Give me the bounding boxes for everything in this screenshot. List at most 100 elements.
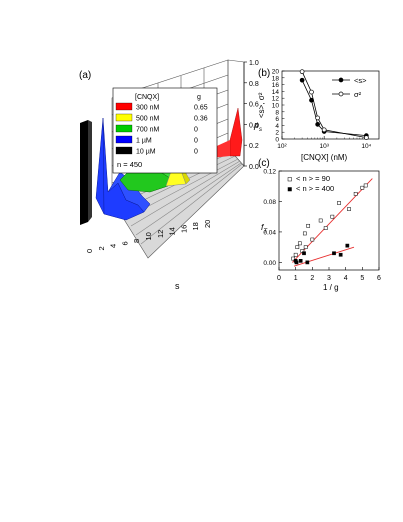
panel-a-legend: [CNQX] g 300 nM 0.65 500 nM 0.36 700 nM 0 1 µM… [112,87,218,174]
y-tick-label: 0.00 [263,260,276,267]
x-tick-label: 6 [377,275,381,282]
legend-label: < n > = 400 [296,184,334,193]
data-point [345,243,350,248]
x-tick-label: 6 [120,241,129,245]
x-tick-label: 4 [109,244,118,248]
z-tick-label: 0.4 [249,122,259,129]
data-point [353,191,358,196]
data-point [302,231,307,236]
x-tick-label: 0 [277,275,281,282]
y-tick-label: 16 [272,82,280,89]
x-tick-label: 10³ [319,143,329,150]
legend-marker [287,187,292,192]
data-point [293,252,298,257]
x-tick-label: 20 [203,220,212,228]
data-point [291,256,296,261]
panel-c-ylabel: fT [261,222,268,235]
y-tick-label: 0 [275,137,279,144]
panel-a-z-ticks: 0.0 0.2 0.4 0.6 0.8 1.0 [244,60,259,171]
legend-series-name: 300 nM [136,105,160,112]
legend-series-name: 700 nM [136,127,160,134]
x-tick-label: 10 [144,232,153,240]
legend-label: <s> [354,76,367,85]
legend-swatch [115,124,133,133]
y-tick-label: 2 [275,130,279,137]
panel-b-legend: <s> σ² [332,76,367,99]
panel-b-ylabel: <s>, σ² [257,92,266,118]
data-point [299,69,305,75]
y-tick-label: 18 [272,75,280,82]
x-tick-label: 16 [179,225,188,233]
z-tick-label: 0.0 [249,164,259,171]
series-line [301,80,367,136]
panel-a-label: (a) [79,70,91,81]
y-tick-label: 6 [275,116,279,123]
x-tick-label: 1 [294,275,298,282]
y-tick-label: 8 [275,109,279,116]
legend-marker [338,77,344,83]
data-point [363,135,369,140]
x-tick-label: 12 [156,230,165,238]
data-point [303,245,308,250]
legend-series-g: 0.36 [194,116,208,123]
legend-label: < n > = 90 [296,174,330,183]
surface-1uM [95,117,151,221]
data-point [338,252,343,257]
data-point [295,245,300,250]
legend-header-conc: [CNQX] [135,94,159,101]
x-tick-label: 5 [360,275,364,282]
x-tick-label: 10⁴ [361,143,371,150]
data-point [302,251,306,256]
x-tick-label: 18 [191,222,200,230]
panel-c-legend: < n > = 90< n > = 400 [287,174,334,193]
data-point [310,237,315,242]
y-tick-label: 0.12 [263,169,276,176]
data-point [315,122,320,127]
legend-marker [338,91,344,97]
panel-c-series [291,178,373,267]
data-point [305,260,310,265]
x-tick-label: 0 [85,249,94,253]
data-point [363,183,368,188]
legend-marker [287,177,292,182]
panel-b-x-ticks: 10² 10³ 10⁴ [277,136,372,150]
data-point [347,207,351,211]
legend-series-g: 0 [194,149,198,156]
data-point [332,251,336,256]
panel-a-zlabel: ps [253,120,262,133]
data-point [294,260,299,265]
y-tick-label: 4 [275,123,279,130]
panel-b-label: (b) [258,68,270,79]
data-point [315,115,320,121]
panel-c-x-ticks: 0 1 2 3 4 5 6 [277,267,381,282]
legend-series-g: 0.65 [194,105,208,112]
data-point [309,89,314,95]
y-tick-label: 14 [272,89,280,96]
legend-box [112,87,218,174]
data-point [330,214,335,219]
fit-line [293,246,355,267]
data-point [337,201,341,205]
legend-swatch [115,113,133,122]
x-tick-label: 4 [344,275,348,282]
y-tick-label: 0.08 [263,199,276,206]
legend-swatch [115,135,133,144]
data-point [298,259,303,263]
y-tick-label: 20 [272,69,280,76]
data-point [321,127,327,133]
legend-swatch [115,146,133,155]
legend-series-name: 1 µM [136,138,152,145]
y-tick-label: 12 [272,96,280,103]
data-point [318,218,323,223]
panel-b-series [299,69,369,140]
x-tick-label: 3 [327,275,331,282]
legend-label: σ² [354,90,362,99]
x-tick-label: 10² [277,143,287,150]
legend-swatch [115,102,133,111]
panel-a-xlabel: s [175,281,180,291]
legend-series-g: 0 [194,138,198,145]
data-point [306,223,311,228]
